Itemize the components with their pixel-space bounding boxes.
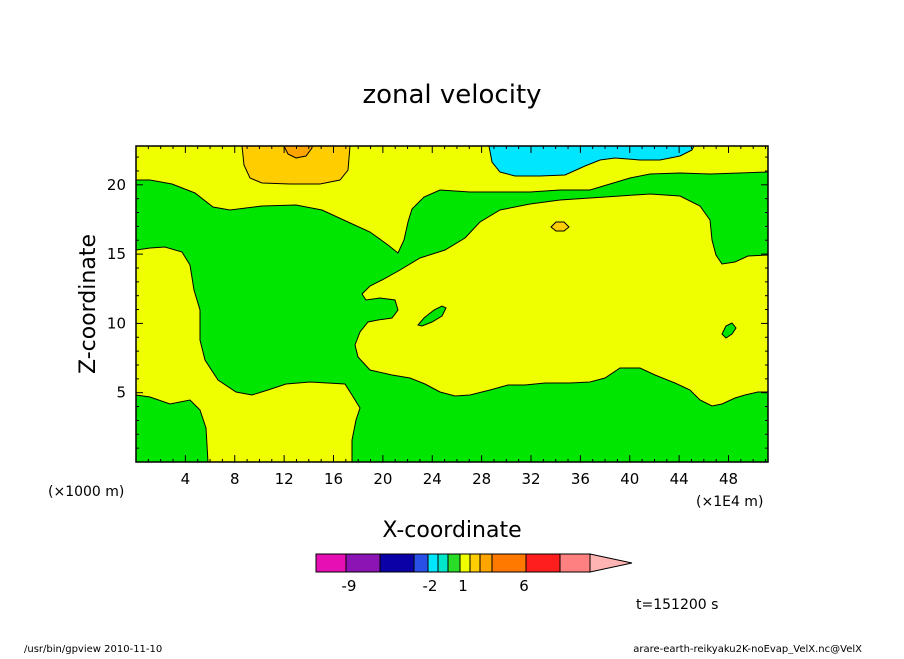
y-tick-label: 5 <box>116 384 126 402</box>
x-tick-label: 24 <box>423 470 442 488</box>
x-tick-label: 4 <box>181 470 191 488</box>
chart-title: zonal velocity <box>362 80 541 110</box>
footer-left: /usr/bin/gpview 2010-11-10 <box>24 644 162 654</box>
orange-region-top <box>241 145 351 185</box>
colorbar-swatch <box>427 553 439 573</box>
x-tick-label: 48 <box>719 470 738 488</box>
colorbar-label: -9 <box>342 577 357 595</box>
plot-area <box>135 145 769 463</box>
colorbar-swatch <box>413 553 429 573</box>
y-axis: 5 10 15 20 <box>107 156 768 449</box>
colorbar-swatch <box>525 553 561 573</box>
colorbar-label: -2 <box>423 577 438 595</box>
x-tick-label: 40 <box>620 470 639 488</box>
colorbar-swatch <box>437 553 449 573</box>
colorbar-swatch <box>559 553 591 573</box>
time-label: t=151200 s <box>636 597 718 613</box>
y-axis-title: Z-coordinate <box>76 234 101 374</box>
cyan-region-top <box>488 145 695 177</box>
colorbar-swatch <box>491 553 527 573</box>
x-tick-label: 16 <box>324 470 343 488</box>
orange-blob-small <box>550 221 570 232</box>
plot-frame <box>135 145 769 463</box>
colorbar-swatch <box>379 553 415 573</box>
green-blob-right <box>721 322 737 339</box>
x-axis-title: X-coordinate <box>382 518 521 543</box>
colorbar-label: 6 <box>519 577 529 595</box>
y-tick-label: 15 <box>107 245 126 263</box>
colorbar-swatch <box>345 553 381 573</box>
colorbar-swatch <box>469 553 481 573</box>
colorbar-label: 1 <box>458 577 468 595</box>
footer-right: arare-earth-reikyaku2K-noEvap_VelX.nc@Ve… <box>633 644 862 654</box>
x-axis: 4 8 12 16 20 24 28 32 36 40 44 48 <box>147 146 767 488</box>
colorbar-swatch <box>479 553 493 573</box>
colorbar-swatch <box>447 553 461 573</box>
x-tick-label: 36 <box>571 470 590 488</box>
x-tick-label: 12 <box>275 470 294 488</box>
x-unit-right: (×1E4 m) <box>696 494 763 510</box>
yellow-region-center-right <box>354 193 769 407</box>
colorbar-arrow <box>589 553 633 573</box>
colorbar-swatch <box>315 553 347 573</box>
y-tick-label: 20 <box>107 176 126 194</box>
x-tick-label: 8 <box>230 470 240 488</box>
yellow-region-lower-left <box>135 246 361 463</box>
y-tick-label: 10 <box>107 314 126 332</box>
green-blob-center <box>417 305 447 327</box>
colorbar: -9 -2 1 6 <box>315 553 633 595</box>
x-tick-label: 28 <box>472 470 491 488</box>
colorbar-swatch <box>459 553 471 573</box>
x-tick-label: 20 <box>373 470 392 488</box>
x-tick-label: 32 <box>521 470 540 488</box>
x-unit-left: (×1000 m) <box>48 484 124 500</box>
x-tick-label: 44 <box>670 470 689 488</box>
